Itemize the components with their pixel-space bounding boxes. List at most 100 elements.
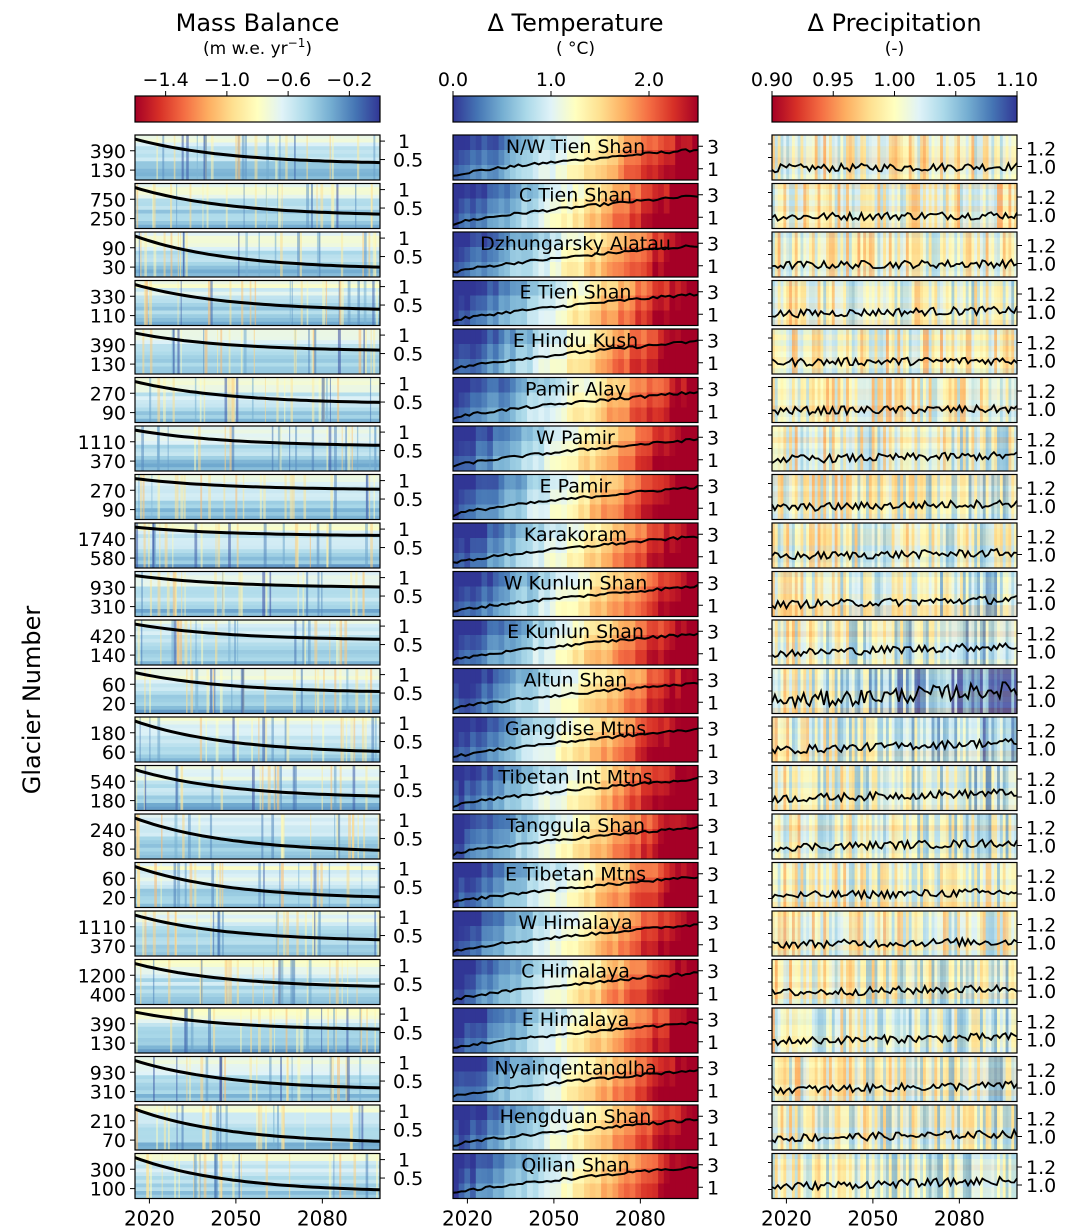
temperature-cell bbox=[595, 635, 602, 651]
precipitation-cell bbox=[874, 765, 878, 811]
mass-balance-year-stripe bbox=[314, 329, 317, 374]
precipitation-cell bbox=[837, 814, 841, 859]
mass-balance-year-stripe bbox=[352, 814, 355, 859]
precipitation-cell bbox=[846, 523, 850, 568]
precipitation-cell bbox=[863, 814, 867, 859]
precipitation-row: 1.21.0 bbox=[768, 425, 1056, 472]
precipitation-cell bbox=[797, 523, 801, 568]
mass-balance-band bbox=[135, 318, 380, 323]
precipitation-cell bbox=[871, 523, 875, 568]
temperature-cell bbox=[652, 456, 659, 472]
temperature-cell bbox=[498, 668, 505, 684]
precipitation-cell bbox=[806, 329, 810, 374]
temperature-cell bbox=[509, 165, 517, 181]
temperature-cell bbox=[487, 926, 494, 942]
mass-balance-band bbox=[135, 851, 380, 856]
temperature-cell bbox=[475, 571, 482, 587]
mass-balance-band bbox=[135, 773, 380, 778]
precipitation-cell bbox=[797, 814, 801, 859]
precipitation-band bbox=[772, 426, 1017, 432]
precipitation-cell bbox=[791, 183, 796, 229]
temperature-cell bbox=[453, 586, 460, 602]
temperature-cell bbox=[658, 329, 665, 345]
precipitation-cell bbox=[843, 474, 847, 520]
temperature-cell bbox=[692, 262, 699, 278]
precipitation-cell bbox=[874, 474, 878, 520]
temperature-cell bbox=[538, 344, 545, 360]
temperature-cell bbox=[606, 280, 614, 296]
precipitation-cell bbox=[888, 426, 893, 471]
precipitation-band bbox=[772, 685, 1017, 691]
precipitation-cell bbox=[811, 765, 816, 811]
temperature-cell bbox=[487, 456, 494, 472]
temperature-cell bbox=[538, 377, 545, 393]
temperature-cell bbox=[532, 523, 539, 539]
temperature-cell bbox=[675, 310, 682, 326]
precipitation-cell bbox=[982, 232, 987, 277]
precipitation-cell bbox=[840, 183, 844, 229]
precipitation-cell bbox=[791, 668, 796, 714]
temperature-cell bbox=[629, 392, 636, 408]
temperature-cell bbox=[618, 456, 625, 472]
temperature-cell bbox=[658, 247, 665, 263]
temperature-cell bbox=[669, 892, 676, 908]
temperature-cell bbox=[652, 523, 659, 539]
mass-balance-band bbox=[135, 579, 380, 584]
temperature-cell bbox=[475, 698, 482, 714]
mass-balance-year-stripe bbox=[311, 426, 315, 471]
temperature-cell bbox=[675, 329, 682, 345]
temperature-cell bbox=[521, 456, 528, 472]
precipitation-cell bbox=[834, 377, 838, 423]
precipitation-cell bbox=[957, 571, 961, 617]
temperature-cell bbox=[561, 474, 568, 490]
mass-balance-year-stripe bbox=[330, 765, 333, 811]
precipitation-cell bbox=[965, 474, 969, 520]
temperature-cell bbox=[578, 765, 585, 781]
mass-balance-year-stripe bbox=[263, 862, 265, 908]
precipitation-cell bbox=[823, 280, 827, 326]
precipitation-cell bbox=[774, 474, 779, 520]
temperature-cell bbox=[538, 198, 545, 214]
precipitation-cell bbox=[774, 620, 779, 665]
temperature-cell bbox=[544, 814, 551, 830]
precipitation-cell bbox=[988, 765, 992, 811]
temperature-cell bbox=[646, 814, 653, 830]
mass-balance-band bbox=[135, 526, 380, 531]
precipitation-cell bbox=[837, 329, 841, 374]
temperature-cell bbox=[606, 489, 614, 505]
precipitation-cell bbox=[999, 717, 1004, 762]
temperature-cell bbox=[601, 407, 608, 423]
temperature-cell bbox=[538, 538, 545, 554]
temperature-cell bbox=[515, 877, 522, 893]
temperature-cell bbox=[669, 601, 676, 617]
temperature-cell bbox=[498, 553, 505, 569]
mass-balance-year-stripe bbox=[333, 765, 337, 811]
precipitation-band bbox=[772, 933, 1017, 940]
precipitation-cell bbox=[780, 377, 784, 423]
precipitation-band bbox=[772, 286, 1017, 292]
precipitation-cell bbox=[948, 523, 952, 568]
precipitation-cell bbox=[903, 135, 907, 180]
temperature-cell bbox=[521, 620, 528, 636]
mass-balance-year-stripe bbox=[235, 474, 238, 520]
mass-balance-year-stripe bbox=[265, 183, 267, 229]
temperature-cell bbox=[623, 489, 631, 505]
precipitation-cell bbox=[900, 620, 904, 665]
temperature-cell bbox=[595, 747, 602, 763]
precipitation-cell bbox=[982, 183, 987, 229]
temperature-cell bbox=[652, 359, 659, 375]
precipitation-cell bbox=[925, 814, 930, 859]
temperature-cell bbox=[686, 198, 693, 214]
mass-balance-band bbox=[135, 900, 380, 905]
temperature-cell bbox=[566, 329, 574, 345]
precipitation-cell bbox=[797, 377, 801, 423]
precipitation-cell bbox=[809, 814, 813, 859]
mass-balance-year-stripe bbox=[321, 765, 323, 811]
precipitation-cell bbox=[922, 717, 927, 762]
colorbar-tick-label: 1.0 bbox=[536, 69, 566, 91]
temperature-cell bbox=[646, 650, 653, 666]
temperature-cell bbox=[527, 213, 534, 229]
temperature-cell bbox=[527, 717, 534, 733]
mass-balance-year-stripe bbox=[374, 911, 376, 956]
precipitation-cell bbox=[857, 717, 861, 762]
